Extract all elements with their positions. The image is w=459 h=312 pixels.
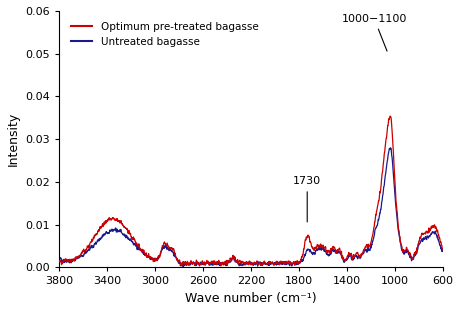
- Text: 1000−1100: 1000−1100: [341, 14, 406, 51]
- Legend: Optimum pre-treated bagasse, Untreated bagasse: Optimum pre-treated bagasse, Untreated b…: [68, 19, 261, 50]
- Text: 1730: 1730: [292, 176, 320, 222]
- Y-axis label: Intensity: Intensity: [7, 112, 20, 166]
- X-axis label: Wave number (cm⁻¹): Wave number (cm⁻¹): [185, 292, 316, 305]
